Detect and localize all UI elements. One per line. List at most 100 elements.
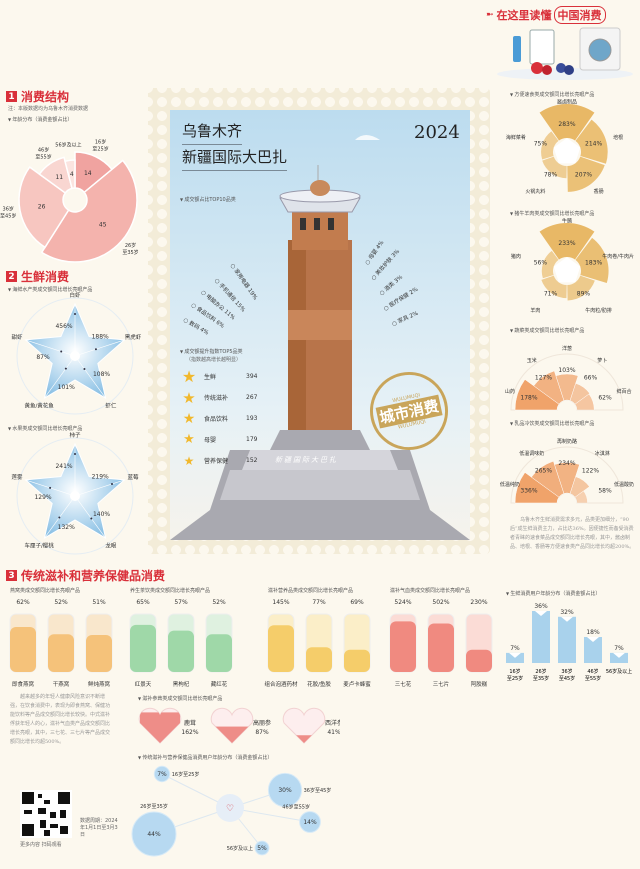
bar-label: 至55岁: [585, 675, 601, 682]
seafood-chart-label: 海鲜水产类成交额同比增长亮眼产品: [8, 286, 92, 293]
radar-point: [83, 367, 86, 370]
radar-value: 241%: [55, 463, 72, 470]
radar-point: [74, 453, 76, 455]
radar-point: [94, 348, 97, 351]
bar-notch: [535, 611, 547, 616]
heart-value: 162%: [181, 729, 198, 736]
chart-subtitle: 滋补气血类成交额同比增长亮眼产品: [390, 587, 470, 594]
rose-segment: [541, 275, 567, 299]
radar-point: [110, 482, 113, 485]
radar-axis: [74, 479, 125, 497]
fruit-radar-chart: 241% 柿子 219% 蓝莓 140% 龙眼 132% 车厘子/樱桃 129% 莲雾: [11, 432, 140, 555]
fan-value: 127%: [535, 375, 552, 382]
top5-row: ★ 母婴 179: [180, 429, 257, 450]
rose-value: 71%: [544, 291, 558, 298]
section-title-text: 消费结构: [21, 90, 70, 104]
bottle-label: 黑枸杞: [173, 680, 190, 688]
fan-label: 低温酸奶: [614, 481, 634, 488]
slice-label: 16岁: [95, 139, 106, 146]
qr-code[interactable]: [20, 790, 72, 838]
top5-row: ★ 营养保健 152: [180, 450, 258, 471]
header-title: 在这里读懂: [496, 9, 552, 22]
bar-label: 至25岁: [507, 675, 523, 682]
heart-value: 41%: [327, 729, 340, 736]
bar: [610, 652, 628, 663]
bar-label: 至45岁: [559, 675, 575, 682]
bubble-label: 36岁至45岁: [304, 787, 332, 794]
radar-label: 龙眼: [105, 541, 117, 549]
bottle-fill: [130, 624, 156, 672]
radar-point: [74, 313, 76, 315]
veg-label: 蔬菜类成交额同比增长亮眼产品: [510, 327, 584, 334]
stamp-place: 新疆国际大巴扎: [182, 146, 288, 171]
header-title-highlight: 中国消费: [553, 6, 606, 24]
bottle-value: 62%: [16, 599, 30, 606]
meat-label: 猪牛羊肉类成交额同比增长亮眼产品: [510, 210, 594, 217]
rose-value: 89%: [577, 291, 591, 298]
bottle-value: 65%: [136, 599, 150, 606]
bottle-fill: [206, 634, 232, 672]
fan-label: 洋葱: [562, 345, 572, 352]
seafood-radar-chart: 456% 白虾 188% 黑虎虾 108% 虾仁 101% 黄鱼/黄花鱼 87% 甜虾: [11, 292, 142, 415]
convenience-chart: 283% 酱卤制品 214% 培根 207% 香肠 78% 火锅丸料 75% 海鲜菜肴: [506, 99, 623, 195]
radar-label: 蓝莓: [128, 473, 140, 481]
bottle-value: 145%: [272, 599, 289, 606]
radar-axis: [74, 355, 106, 399]
fan-label: 低温纯奶: [500, 481, 520, 488]
rose-segment: [575, 119, 608, 164]
radar-label: 莲雾: [11, 473, 23, 481]
rose-value: 214%: [585, 140, 602, 147]
age-bubble: [153, 765, 171, 783]
radar-label: 虾仁: [105, 401, 117, 409]
heart-fill: [284, 735, 324, 743]
fan-value: 58%: [598, 488, 612, 495]
rose-value: 56%: [534, 259, 548, 266]
heart-label: 西洋参: [325, 719, 340, 727]
top5-value: 394: [246, 373, 258, 380]
rose-value: 207%: [575, 172, 592, 179]
bar-notch: [587, 637, 599, 642]
bottle-label: 藏红花: [211, 680, 228, 688]
bar-value: 32%: [560, 609, 574, 616]
fan-label: 低温调味奶: [519, 450, 544, 457]
slice-value: 26: [38, 203, 46, 210]
top5-value: 179: [246, 436, 258, 443]
chart-subtitle: 养生茶饮类成交额同比增长亮眼产品: [130, 587, 210, 594]
bubble-value: 5%: [257, 845, 267, 852]
rose-label: 海鲜菜肴: [506, 134, 526, 141]
bubble-label: 16岁至25岁: [172, 771, 200, 778]
radar-label: 甜虾: [11, 333, 23, 341]
center-bubble: [216, 794, 244, 822]
rose-label: 香肠: [594, 188, 604, 195]
shopping-illustration: [497, 27, 633, 80]
fan-label: 萝卜: [597, 357, 607, 364]
radar-label: 车厘子/樱桃: [24, 541, 54, 549]
bottle-value: 52%: [212, 599, 226, 606]
star-icon: ★: [183, 453, 195, 468]
fan-value: 234%: [558, 460, 575, 467]
slice-label: 至55岁: [35, 154, 51, 161]
rose-label: 培根: [613, 134, 623, 141]
ginseng-chart: 鹿茸 162% 高丽参 87% 西洋参 41%: [138, 707, 340, 744]
bottle-label: 三七片: [433, 680, 450, 688]
bottle-label: 阿胶糕: [471, 680, 488, 688]
tonic-age-bubble-chart: ♡ 7% 16岁至25岁 44% 26岁至35岁 30% 36岁至45岁 14% 46岁至55岁…: [131, 765, 332, 857]
bubble-label: 56岁及以上: [227, 845, 253, 852]
data-period: 数据周期：2024年1月1日至3月3日: [80, 818, 118, 838]
fan-value: 178%: [520, 395, 537, 402]
radar-value: 456%: [55, 323, 72, 330]
bar: [506, 652, 524, 663]
qr-caption: 更多内容 扫码观看: [20, 842, 62, 848]
fan-label: 冰淇淋: [595, 450, 610, 457]
rose-label: 牛腩: [562, 218, 572, 225]
bar-value: 7%: [614, 645, 624, 652]
bottle-fill: [86, 635, 112, 672]
fresh-paragraph: 乌鲁木齐生鲜消费需求多元，品类更加细分，“90后”成生鲜消费主力，占比达36%。…: [510, 517, 635, 550]
rose-label: 酱卤制品: [557, 99, 577, 106]
radar-point: [49, 486, 52, 489]
bottle-fill: [466, 649, 492, 672]
fan-segment: [574, 393, 595, 411]
star-icon: ★: [183, 432, 195, 447]
bottle-value: 57%: [174, 599, 188, 606]
rose-segment: [542, 156, 567, 179]
